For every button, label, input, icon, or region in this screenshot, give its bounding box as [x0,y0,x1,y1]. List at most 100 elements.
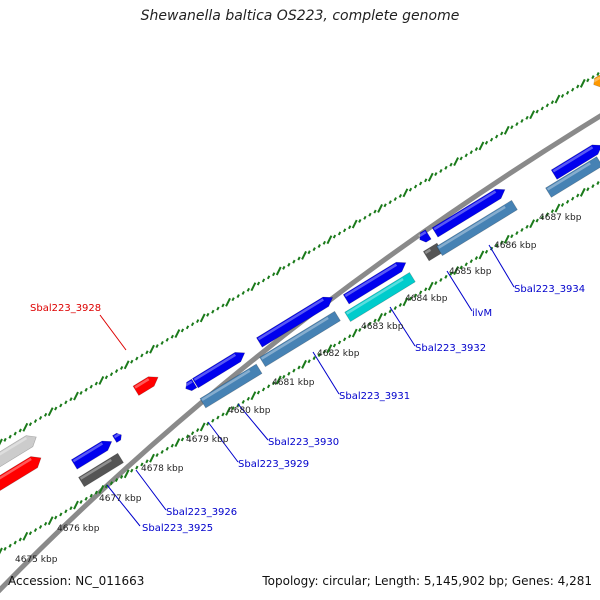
gene-feature [256,296,334,348]
tick-mark [275,375,282,385]
tick-mark [301,250,307,260]
feature-shine [592,76,600,83]
gene-label[interactable]: Sbal223_3928 [30,303,101,314]
tick-mark [272,272,276,277]
tick-mark [571,196,575,201]
tick-mark [145,459,149,464]
tick-mark [195,428,200,432]
tick-mark [510,125,514,130]
tick-mark [377,204,383,213]
gene-feature [191,352,246,389]
gene-feature [418,229,432,243]
tick-mark [130,359,134,364]
tick-mark [337,231,342,236]
feature-shine [552,146,594,173]
tick-mark [550,100,555,105]
tick-mark [545,212,549,217]
tick-mark [434,172,438,177]
tick-mark [484,140,489,145]
tick-mark [520,118,524,123]
tick-mark [297,256,301,261]
tick-mark [94,381,98,386]
tick-mark [69,506,73,511]
feature-shine [113,432,121,439]
tick-mark [123,469,130,479]
tick-mark [211,418,215,423]
feature-shape [259,310,341,368]
tick-mark [373,318,377,323]
tick-mark [199,313,206,323]
tick-mark [576,193,580,198]
gene-label[interactable]: Sbal223_3926 [166,507,237,518]
tick-mark [525,115,529,120]
tick-mark [199,422,206,432]
gene-feature [0,435,37,470]
tick-mark [22,531,29,541]
kbp-label: 4687 kbp [539,213,582,223]
gene-label[interactable]: Sbal223_3925 [142,523,213,534]
gene-label[interactable]: Sbal223_3934 [514,284,585,295]
tick-mark [383,312,387,317]
gene-label[interactable]: Sbal223_3929 [238,459,309,470]
gene-labels: Sbal223_3928 Sbal223_3925 Sbal223_3926 Sbal… [30,284,585,534]
tick-mark [424,178,428,183]
tick-mark [114,369,119,374]
feature-shape [431,188,506,238]
tick-mark [503,125,510,135]
tick-mark [393,306,397,311]
tick-mark [368,212,372,217]
tick-mark [28,531,33,536]
gene-label[interactable]: Sbal223_3930 [268,437,339,448]
tick-mark [402,297,409,307]
tick-mark [180,437,185,442]
tick-mark [363,324,367,329]
feature-shape [132,376,159,396]
tick-mark [216,306,220,311]
tick-mark [292,368,296,373]
tick-mark [525,224,529,229]
tick-mark [145,350,149,355]
tick-mark [54,515,58,520]
gene-label[interactable]: Sbal223_3932 [415,343,486,354]
tick-mark [160,449,164,454]
tick-mark [282,374,286,379]
tick-mark [317,244,321,248]
feature-shine [257,298,324,341]
tick-mark [342,228,347,233]
leader-line [488,244,515,288]
tick-mark [402,188,409,198]
tick-mark [427,172,434,182]
feature-shine [184,380,193,387]
tick-mark [332,343,337,348]
tick-mark [8,434,12,439]
gene-feature [342,261,407,305]
tick-mark [0,547,3,555]
tick-mark [326,344,333,354]
feature-track [0,74,600,493]
gene-label[interactable]: Sbal223_3931 [339,391,410,402]
tick-mark [398,194,403,198]
leader-line [446,270,473,312]
tick-mark [591,184,595,189]
tick-mark [275,266,282,276]
tick-mark [130,468,134,473]
tick-mark [119,366,124,370]
feature-shine [260,316,329,360]
kbp-label: 4676 kbp [57,524,100,534]
feature-shine [0,436,28,460]
tick-mark [579,187,586,197]
tick-mark [123,360,130,370]
tick-mark [312,356,316,361]
tick-mark [565,90,570,95]
tick-mark [434,281,438,286]
tick-mark [322,349,326,354]
tick-mark [266,275,271,280]
tick-mark [231,406,235,411]
gene-label[interactable]: ilvM [472,308,492,319]
tick-mark [64,400,68,405]
tick-mark [424,287,428,292]
tick-mark [565,199,570,204]
tick-mark [33,528,38,533]
tick-mark [250,282,257,292]
tick-mark [236,403,240,407]
